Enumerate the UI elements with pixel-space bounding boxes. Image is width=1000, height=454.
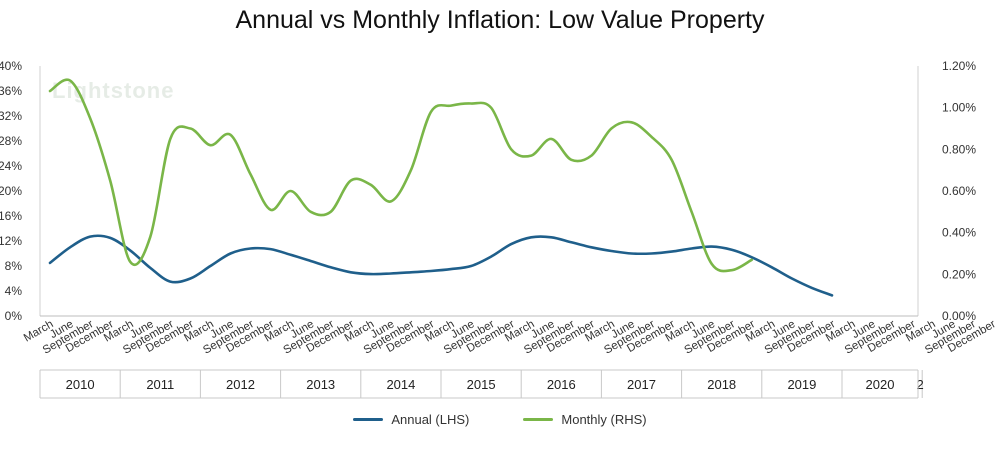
y-left-tick-label: 0% (5, 309, 23, 323)
year-label: 2017 (627, 377, 656, 392)
y-right-tick-label: 1.20% (942, 59, 976, 73)
y-right-tick-label: 0.80% (942, 142, 976, 156)
y-left-tick-label: 12% (0, 234, 22, 248)
y-left-tick-label: 4% (5, 284, 23, 298)
series-line-monthly (48, 78, 754, 273)
year-label: 2011 (146, 377, 174, 392)
y-left-tick-label: 36% (0, 84, 22, 98)
legend-label-monthly: Monthly (RHS) (561, 412, 647, 427)
year-label: 2016 (547, 377, 576, 392)
y-right-tick-label: 0.60% (942, 184, 976, 198)
year-label: 2012 (226, 377, 255, 392)
legend-swatch-annual (353, 418, 384, 421)
legend-swatch-monthly (523, 418, 554, 421)
legend-item-monthly: Monthly (RHS) (523, 412, 647, 427)
series-line-annual (48, 234, 834, 297)
legend-label-annual: Annual (LHS) (391, 412, 470, 427)
year-label: 2015 (467, 377, 496, 392)
y-left-tick-label: 16% (0, 209, 22, 223)
year-label: 2019 (787, 377, 816, 392)
y-left-tick-label: 32% (0, 109, 22, 123)
y-right-tick-label: 0.20% (942, 267, 976, 281)
year-label: 2018 (707, 377, 736, 392)
year-label: 2010 (66, 377, 95, 392)
y-right-tick-label: 0.00% (942, 309, 976, 323)
year-label: 2014 (386, 377, 415, 392)
legend: Annual (LHS) Monthly (RHS) (0, 412, 1000, 427)
chart-title: Annual vs Monthly Inflation: Low Value P… (235, 6, 765, 34)
y-left-tick-label: 40% (0, 59, 22, 73)
year-label: 2 (916, 377, 923, 392)
y-left-tick-label: 28% (0, 134, 22, 148)
y-left-tick-label: 8% (5, 259, 23, 273)
year-label: 2020 (866, 377, 895, 392)
y-left-tick-label: 24% (0, 159, 22, 173)
y-right-tick-label: 1.00% (942, 101, 976, 115)
y-right-tick-label: 0.40% (942, 226, 976, 240)
y-left-tick-label: 20% (0, 184, 22, 198)
legend-item-annual: Annual (LHS) (353, 412, 469, 427)
year-label: 2013 (306, 377, 335, 392)
